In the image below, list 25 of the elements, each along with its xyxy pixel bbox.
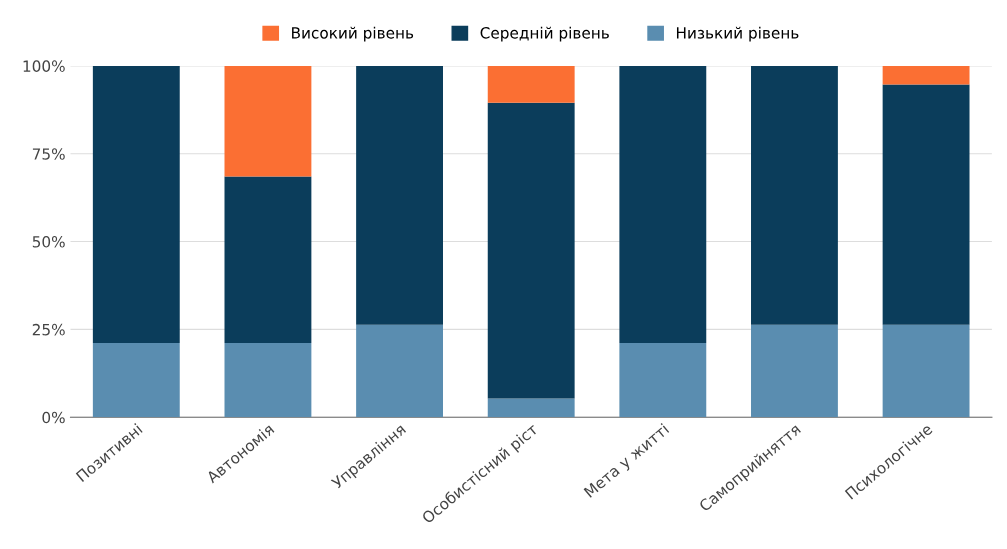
- bar: [751, 65, 838, 325]
- bar: [487, 65, 575, 103]
- y-tick-label: 100%: [23, 60, 65, 72]
- y-tick-label: 75%: [32, 148, 65, 160]
- legend-label: Середній рівень: [480, 26, 609, 42]
- bar: [882, 84, 970, 325]
- y-tick-label: 0%: [42, 411, 65, 424]
- bar: [751, 324, 838, 418]
- bar: [619, 343, 707, 418]
- legend-label: Низький рівень: [676, 26, 799, 42]
- bar: [224, 343, 312, 418]
- bar: [882, 324, 970, 418]
- bar: [487, 102, 575, 399]
- y-tick-label: 25%: [32, 323, 65, 336]
- bar: [356, 65, 443, 325]
- bar: [92, 343, 180, 418]
- bar: [487, 398, 575, 418]
- bar: [224, 176, 312, 344]
- bar: [224, 65, 312, 177]
- bar: [92, 65, 180, 344]
- bar: [356, 324, 443, 418]
- bar: [882, 65, 970, 85]
- bar: [619, 65, 707, 344]
- y-tick-label: 50%: [32, 236, 65, 248]
- legend-label: Високий рівень: [292, 26, 414, 42]
